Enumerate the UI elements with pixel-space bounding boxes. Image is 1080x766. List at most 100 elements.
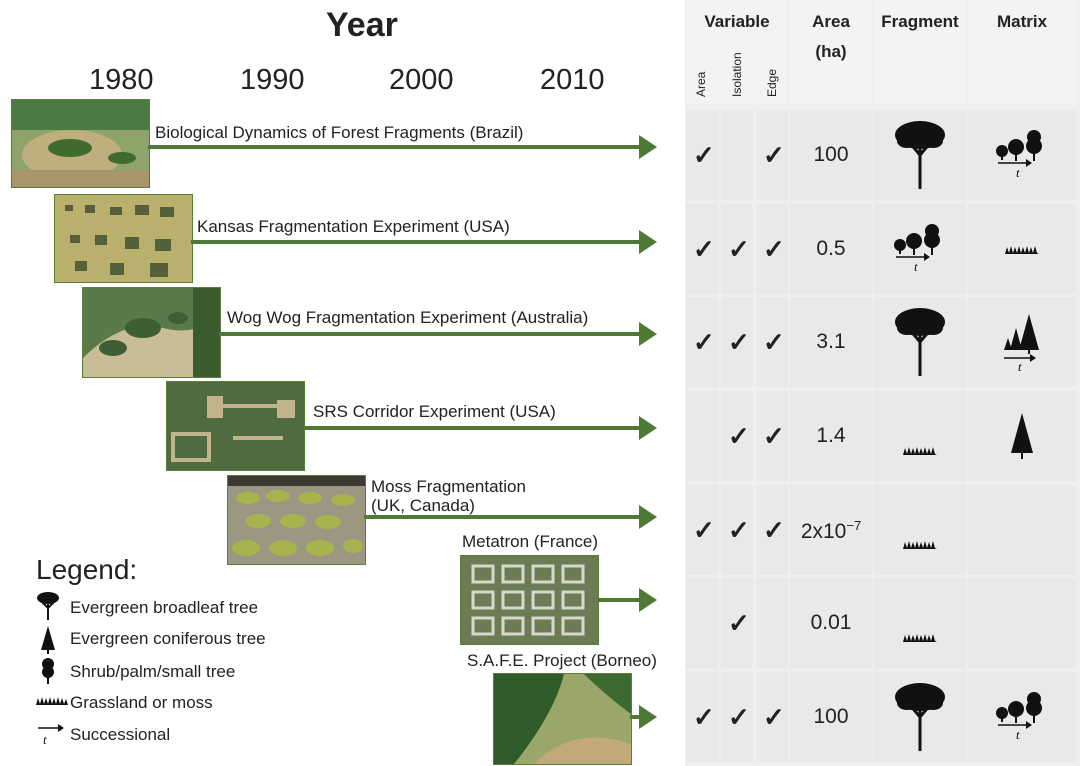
area-value: 0.01: [810, 611, 852, 634]
arrow-brazil: [148, 145, 640, 149]
fragment-cell-icon: [874, 391, 966, 456]
table-cell: [756, 204, 788, 294]
check-mark-icon: ✓: [728, 327, 750, 357]
conifer-matrix-icon: [1011, 413, 1033, 459]
label-brazil: Biological Dynamics of Forest Fragments …: [155, 123, 524, 142]
check-mark-icon: ✓: [763, 140, 785, 170]
check-mark-icon: ✓: [763, 234, 785, 264]
table-cell: [968, 672, 1076, 762]
shrub-icon: [42, 658, 54, 684]
variable-header: Variable: [704, 12, 770, 31]
arrow-head-kansas: [639, 230, 657, 254]
area-value: 100: [813, 143, 849, 166]
arrow-head-srs: [639, 416, 657, 440]
arrow-head-brazil: [639, 135, 657, 159]
check-mark-icon: ✓: [693, 327, 715, 357]
table-cell: [686, 110, 718, 200]
decade-1980: 1980: [89, 64, 154, 96]
arrow-head-moss: [639, 505, 657, 529]
successional-t-label: t: [43, 732, 47, 747]
grass-fragment-icon: [903, 447, 937, 455]
check-mark-icon: ✓: [728, 515, 750, 545]
matrix-cell-icon: t: [968, 672, 1076, 762]
table-cell: [756, 391, 788, 481]
isolation-subheader: Isolation: [730, 52, 744, 97]
area-exponent: −7: [846, 518, 862, 533]
table-cell: [721, 391, 753, 481]
table-cell: [790, 391, 872, 481]
check-mark-icon: ✓: [693, 702, 715, 732]
legend-broadleaf: Evergreen broadleaf tree: [70, 598, 259, 617]
arrow-safe: [630, 715, 640, 719]
table-cell: [790, 578, 872, 668]
photo-metatron: [460, 555, 599, 645]
matrix-cell-icon: t: [968, 297, 1076, 387]
label-metatron: Metatron (France): [462, 532, 599, 551]
svg-text:t: t: [914, 259, 918, 274]
arrow-australia: [219, 332, 640, 336]
table-cell: [790, 672, 872, 762]
successional-arrow-icon: t: [38, 724, 64, 747]
area-unit-header: (ha): [815, 42, 847, 61]
broadleaf-fragment-icon: [895, 683, 945, 751]
fragment-header: Fragment: [881, 12, 959, 31]
coniferous-tree-icon: [41, 626, 55, 654]
shrub-successional-matrix-icon: t: [996, 692, 1042, 742]
legend-title: Legend:: [36, 554, 138, 585]
decade-2010: 2010: [540, 64, 605, 96]
check-mark-icon: ✓: [728, 234, 750, 264]
table-cell: [686, 578, 718, 668]
arrow-metatron: [597, 598, 640, 602]
table-cell: [874, 485, 966, 575]
fragment-header-cell: [874, 0, 966, 104]
fragment-cell-icon: [874, 672, 966, 762]
table-cell: [790, 485, 872, 575]
arrow-moss: [364, 515, 640, 519]
table-cell: [968, 110, 1076, 200]
broadleaf-fragment-icon: [895, 121, 945, 189]
label-safe: S.A.F.E. Project (Borneo): [467, 651, 657, 670]
check-mark-icon: ✓: [693, 234, 715, 264]
grass-icon: [36, 697, 68, 705]
matrix-cell-icon: [968, 204, 1076, 294]
table-cell: [721, 672, 753, 762]
table-cell: [756, 297, 788, 387]
arrow-head-safe: [639, 705, 657, 729]
edge-subheader: Edge: [765, 68, 779, 97]
table-cell: [686, 204, 718, 294]
variable-header-cell: [686, 0, 786, 104]
table-cell: [686, 297, 718, 387]
area-header: Area: [812, 12, 850, 31]
conifer-successional-matrix-icon: t: [1004, 314, 1039, 372]
table-cell: [790, 204, 872, 294]
arrow-kansas: [191, 240, 640, 244]
check-mark-icon: ✓: [763, 515, 785, 545]
photo-moss: [227, 475, 366, 565]
table-cell: [721, 297, 753, 387]
table-cell: [874, 204, 966, 294]
check-mark-icon: ✓: [763, 702, 785, 732]
matrix-cell-icon: [968, 485, 1076, 575]
table-cell: [874, 391, 966, 481]
table-cell: [686, 485, 718, 575]
matrix-header: Matrix: [996, 12, 1048, 31]
area-header-cell: [790, 0, 872, 104]
area-subheader: Area: [694, 71, 708, 97]
area-base: 2x10: [800, 520, 847, 543]
label-australia: Wog Wog Fragmentation Experiment (Austra…: [227, 308, 589, 327]
svg-text:t: t: [1016, 165, 1020, 180]
area-value: 3.1: [816, 330, 846, 353]
photo-kansas: [54, 194, 193, 283]
legend-shrub: Shrub/palm/small tree: [70, 662, 236, 681]
fragment-cell-icon: [874, 110, 966, 200]
legend-grass: Grassland or moss: [70, 693, 213, 712]
check-mark-icon: ✓: [728, 421, 750, 451]
table-cell: [968, 204, 1076, 294]
label-moss: Moss Fragmentation (UK, Canada): [371, 477, 526, 515]
label-srs: SRS Corridor Experiment (USA): [313, 402, 556, 421]
legend-successional: Successional: [70, 725, 171, 744]
area-value: 2x10−7: [791, 518, 871, 544]
grass-fragment-icon: [903, 541, 937, 549]
broadleaf-fragment-icon: [895, 308, 945, 376]
table-cell: [968, 578, 1076, 668]
